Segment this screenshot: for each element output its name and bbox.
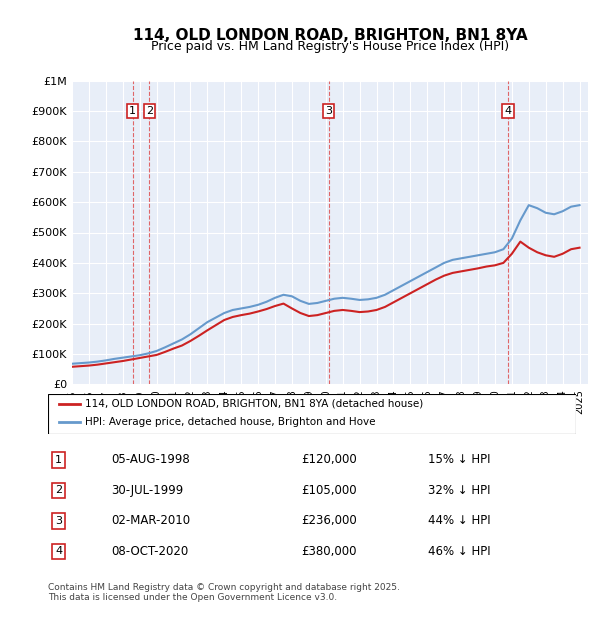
Text: Price paid vs. HM Land Registry's House Price Index (HPI): Price paid vs. HM Land Registry's House … (151, 40, 509, 53)
Text: 2: 2 (55, 485, 62, 495)
Text: 114, OLD LONDON ROAD, BRIGHTON, BN1 8YA (detached house): 114, OLD LONDON ROAD, BRIGHTON, BN1 8YA … (85, 399, 423, 409)
Text: 30-JUL-1999: 30-JUL-1999 (112, 484, 184, 497)
Text: 4: 4 (55, 546, 62, 557)
Text: 1: 1 (55, 455, 62, 465)
Text: 32% ↓ HPI: 32% ↓ HPI (428, 484, 491, 497)
Text: £380,000: £380,000 (301, 545, 357, 558)
Text: 3: 3 (55, 516, 62, 526)
Text: HPI: Average price, detached house, Brighton and Hove: HPI: Average price, detached house, Brig… (85, 417, 376, 427)
Text: £105,000: £105,000 (301, 484, 357, 497)
Text: 114, OLD LONDON ROAD, BRIGHTON, BN1 8YA: 114, OLD LONDON ROAD, BRIGHTON, BN1 8YA (133, 28, 527, 43)
Text: 4: 4 (505, 106, 512, 116)
Text: Contains HM Land Registry data © Crown copyright and database right 2025.
This d: Contains HM Land Registry data © Crown c… (48, 583, 400, 602)
Text: £120,000: £120,000 (301, 453, 357, 466)
Text: 02-MAR-2010: 02-MAR-2010 (112, 515, 190, 528)
Text: 3: 3 (325, 106, 332, 116)
Text: 15% ↓ HPI: 15% ↓ HPI (428, 453, 491, 466)
Text: 05-AUG-1998: 05-AUG-1998 (112, 453, 190, 466)
Text: 1: 1 (129, 106, 136, 116)
Text: 46% ↓ HPI: 46% ↓ HPI (428, 545, 491, 558)
Text: 08-OCT-2020: 08-OCT-2020 (112, 545, 188, 558)
Text: 2: 2 (146, 106, 153, 116)
Text: 44% ↓ HPI: 44% ↓ HPI (428, 515, 491, 528)
Text: £236,000: £236,000 (301, 515, 357, 528)
